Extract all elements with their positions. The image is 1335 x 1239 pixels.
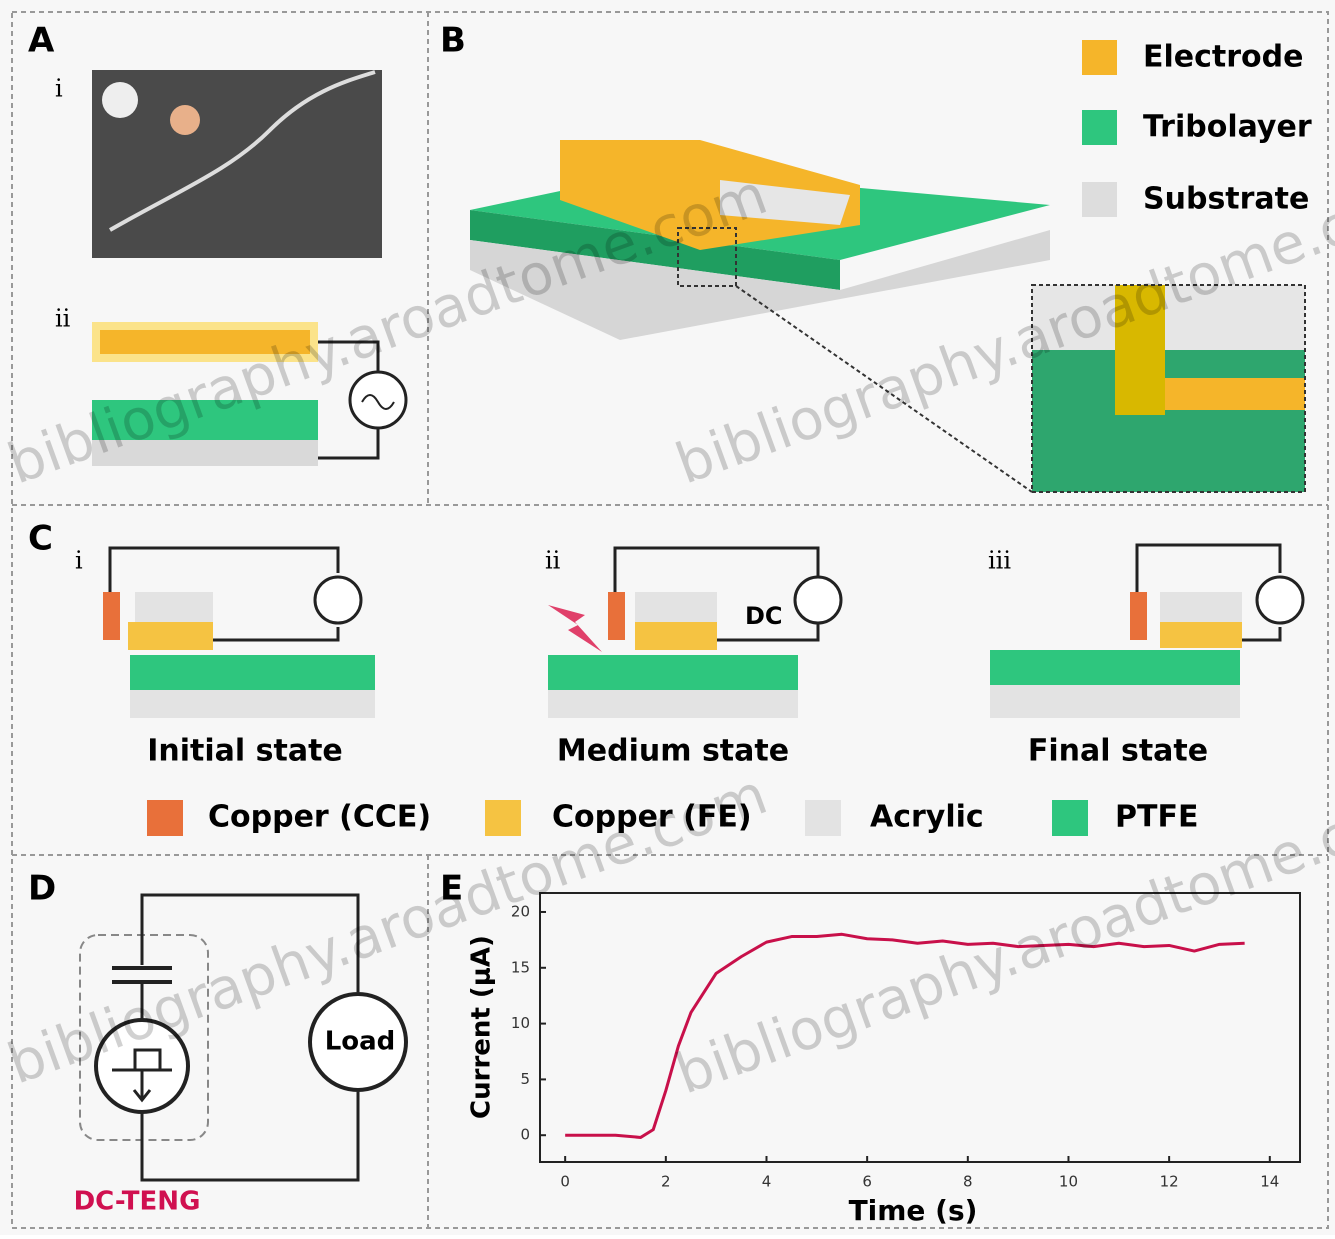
legend-label: PTFE [1115, 800, 1198, 835]
legend-swatch [147, 800, 183, 836]
legend-swatch [1052, 800, 1088, 836]
photo-object [170, 105, 200, 135]
copper-fe [1160, 622, 1242, 648]
panel-label: D [28, 869, 56, 909]
ptfe [990, 650, 1240, 685]
x-tick-label: 10 [1059, 1173, 1078, 1191]
acrylic [135, 592, 213, 622]
acrylic [635, 592, 717, 622]
panel-label: A [28, 21, 55, 61]
inset-tribolayer [1032, 350, 1305, 492]
acrylic [1160, 592, 1242, 622]
inset-electrode [1165, 378, 1305, 410]
acrylic [548, 690, 798, 718]
y-tick-label: 5 [520, 1070, 530, 1088]
legend-swatch [805, 800, 841, 836]
copper-cce [1130, 592, 1147, 640]
x-tick-label: 14 [1260, 1173, 1279, 1191]
legend-label: Copper (CCE) [208, 800, 431, 835]
ptfe [548, 655, 798, 690]
x-tick-label: 6 [862, 1173, 872, 1191]
state-label: Initial state [147, 734, 343, 769]
legend-label: Electrode [1143, 40, 1303, 75]
sub-label: i [75, 547, 83, 575]
legend-swatch [1082, 110, 1117, 145]
y-tick-label: 15 [511, 958, 530, 976]
copper-fe [635, 622, 717, 650]
x-tick-label: 0 [560, 1173, 570, 1191]
legend-label: Tribolayer [1143, 110, 1312, 145]
load-label: Load [325, 1027, 396, 1057]
ac-source [350, 372, 406, 428]
state-label: Medium state [557, 734, 789, 769]
x-tick-label: 4 [762, 1173, 772, 1191]
x-tick-label: 2 [661, 1173, 671, 1191]
copper-cce [103, 592, 120, 640]
x-tick-label: 12 [1160, 1173, 1179, 1191]
legend-swatch [1082, 40, 1117, 75]
panel-label: C [28, 519, 53, 559]
photo-object [102, 82, 138, 118]
meter [1257, 577, 1303, 623]
panel-label: B [440, 21, 466, 61]
device-name: DC-TENG [74, 1187, 201, 1217]
legend-label: Acrylic [870, 800, 984, 835]
legend-swatch [485, 800, 521, 836]
acrylic [130, 690, 375, 718]
copper-cce [608, 592, 625, 640]
meter [795, 577, 841, 623]
y-axis-label: Current (μA) [467, 935, 497, 1119]
y-tick-label: 10 [511, 1014, 530, 1032]
dc-label: DC [745, 602, 783, 630]
sub-label: iii [988, 547, 1011, 575]
sub-label: i [55, 75, 63, 103]
meter [315, 577, 361, 623]
sub-label: ii [55, 305, 71, 333]
sub-label: ii [545, 547, 561, 575]
ptfe [130, 655, 375, 690]
copper-fe [128, 622, 213, 650]
figure: A i ii B Electrode Tribolayer Substrate … [0, 0, 1335, 1235]
acrylic [990, 685, 1240, 718]
x-axis-label: Time (s) [849, 1194, 978, 1227]
y-tick-label: 0 [520, 1126, 530, 1144]
legend-swatch [1082, 182, 1117, 217]
state-label: Final state [1028, 734, 1208, 769]
x-tick-label: 8 [963, 1173, 973, 1191]
